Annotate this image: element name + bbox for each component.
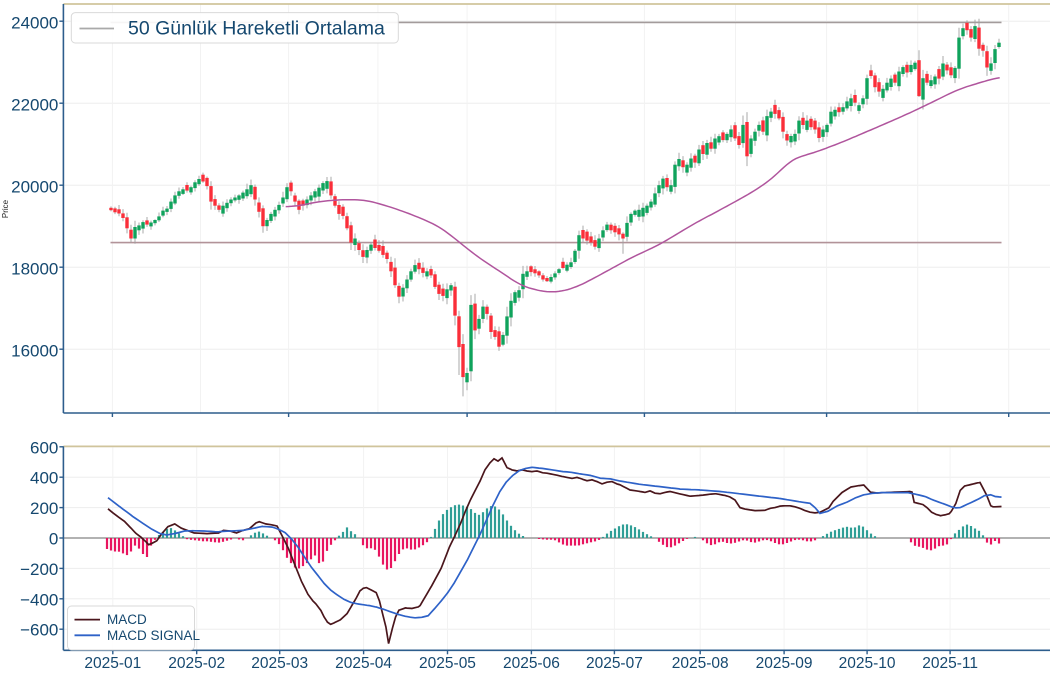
svg-text:0: 0 (49, 530, 58, 549)
svg-text:2025-04: 2025-04 (335, 655, 392, 672)
svg-text:−600: −600 (20, 621, 58, 640)
svg-text:22000: 22000 (11, 96, 58, 115)
svg-text:2025-06: 2025-06 (503, 655, 560, 672)
svg-text:−200: −200 (20, 560, 58, 579)
svg-text:−400: −400 (20, 590, 58, 609)
svg-text:2025-11: 2025-11 (922, 655, 978, 672)
svg-text:200: 200 (30, 499, 58, 518)
svg-text:2025-03: 2025-03 (251, 655, 308, 672)
svg-text:20000: 20000 (11, 178, 58, 197)
svg-text:18000: 18000 (11, 260, 58, 279)
svg-text:Price: Price (1, 199, 10, 218)
svg-text:400: 400 (30, 469, 58, 488)
svg-text:2025-10: 2025-10 (839, 655, 896, 672)
svg-text:2025-01: 2025-01 (84, 655, 141, 672)
svg-text:2025-08: 2025-08 (672, 655, 729, 672)
svg-text:50 Günlük Hareketli Ortalama: 50 Günlük Hareketli Ortalama (128, 18, 385, 40)
svg-text:MACD SIGNAL: MACD SIGNAL (107, 628, 201, 643)
svg-text:16000: 16000 (11, 342, 58, 361)
svg-text:MACD: MACD (107, 612, 147, 627)
svg-text:2025-09: 2025-09 (756, 655, 813, 672)
svg-text:2025-02: 2025-02 (168, 655, 225, 672)
svg-text:600: 600 (30, 438, 58, 457)
svg-text:2025-07: 2025-07 (586, 655, 643, 672)
svg-text:24000: 24000 (11, 14, 58, 33)
svg-text:2025-05: 2025-05 (419, 655, 476, 672)
